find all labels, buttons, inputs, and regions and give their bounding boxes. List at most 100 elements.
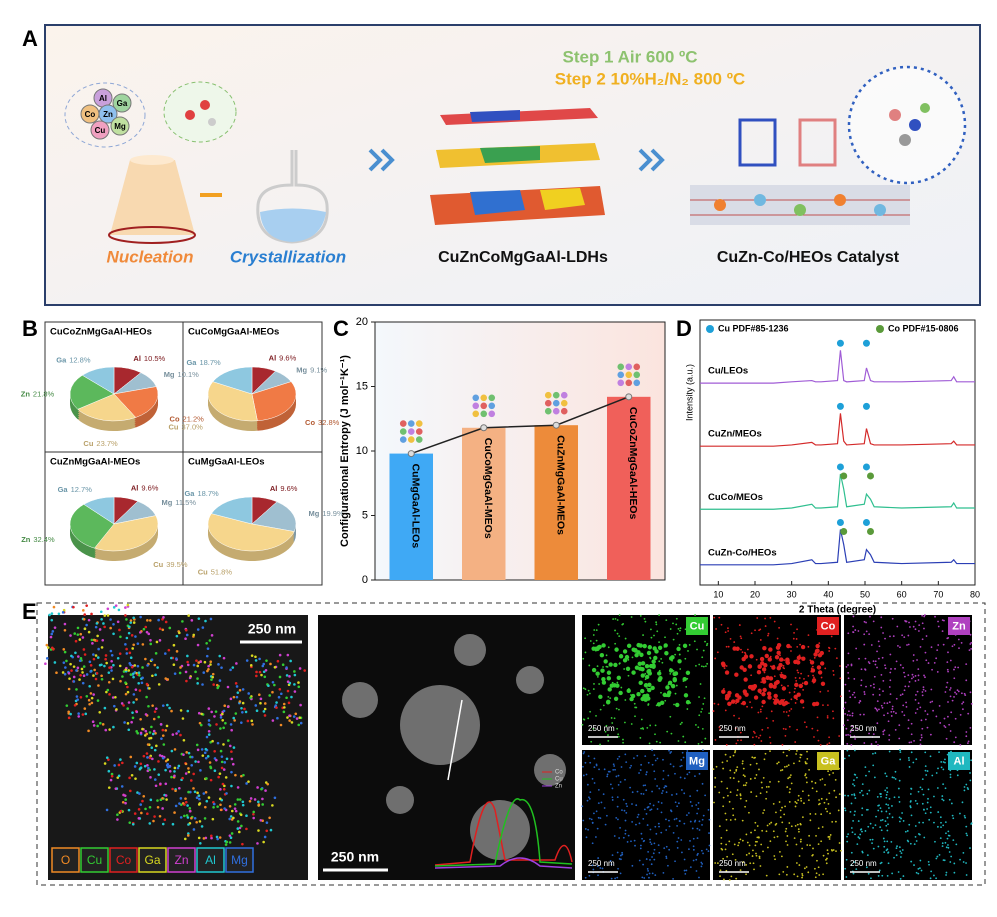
eds-dot bbox=[645, 789, 648, 792]
eds-dot bbox=[619, 872, 622, 875]
eds-dot bbox=[751, 855, 754, 857]
eds-dot bbox=[965, 874, 968, 876]
eds-dot bbox=[745, 864, 748, 866]
eds-dot bbox=[754, 629, 756, 632]
eds-dot bbox=[825, 862, 828, 865]
eds-dot bbox=[751, 756, 754, 759]
eds-dot bbox=[727, 701, 732, 707]
eds-dot bbox=[161, 728, 165, 732]
eds-dot bbox=[788, 822, 791, 824]
eds-dot bbox=[909, 842, 912, 845]
eds-dot bbox=[592, 634, 595, 636]
eds-dot bbox=[186, 660, 189, 664]
pie-value: 10.1% bbox=[178, 370, 200, 379]
eds-dot bbox=[195, 796, 199, 800]
eds-dot bbox=[271, 719, 275, 722]
eds-dot bbox=[156, 805, 160, 809]
eds-dot bbox=[884, 667, 887, 670]
eds-dot bbox=[790, 650, 792, 652]
atom-icon bbox=[415, 436, 423, 443]
eds-dot bbox=[877, 875, 880, 877]
eds-dot bbox=[665, 829, 668, 831]
eds-dot bbox=[84, 712, 88, 716]
eds-dot bbox=[790, 825, 793, 828]
eds-dot bbox=[767, 634, 769, 637]
eds-dot bbox=[51, 630, 55, 633]
eds-dot bbox=[912, 625, 915, 628]
eds-dot bbox=[104, 657, 107, 661]
eds-dot bbox=[239, 813, 243, 817]
eds-dot bbox=[192, 787, 195, 790]
eds-dot bbox=[586, 783, 589, 786]
eds-dot bbox=[916, 659, 918, 661]
x-axis-label: 2 Theta (degree) bbox=[799, 605, 876, 616]
pie-slice bbox=[94, 515, 159, 552]
eds-dot bbox=[801, 876, 803, 879]
x-tick-label: 10 bbox=[713, 589, 723, 599]
eds-dot bbox=[146, 619, 149, 622]
eds-dot bbox=[285, 666, 288, 669]
eds-dot bbox=[179, 666, 182, 669]
eds-dot bbox=[819, 661, 825, 666]
eds-dot bbox=[144, 729, 148, 733]
eds-dot bbox=[914, 620, 917, 623]
pie-label: Mg 10.1% bbox=[164, 370, 199, 379]
eds-dot bbox=[222, 743, 225, 746]
eds-dot bbox=[149, 638, 152, 642]
eds-dot bbox=[718, 726, 721, 729]
eds-dot bbox=[851, 693, 854, 696]
eds-dot bbox=[812, 674, 814, 677]
eds-dot bbox=[781, 806, 783, 809]
eds-dot bbox=[929, 877, 932, 880]
eds-dot bbox=[754, 821, 757, 824]
eds-dot bbox=[884, 664, 886, 667]
eds-dot bbox=[682, 643, 688, 649]
eds-dot bbox=[701, 656, 704, 659]
eds-dot bbox=[273, 796, 277, 800]
eds-dot bbox=[739, 793, 742, 796]
eds-dot bbox=[898, 816, 901, 819]
eds-dot bbox=[120, 702, 124, 705]
eds-dot bbox=[626, 643, 632, 649]
panel-label: A bbox=[22, 26, 38, 51]
eds-dot bbox=[220, 766, 224, 770]
eds-dot bbox=[843, 807, 846, 810]
eds-dot bbox=[173, 672, 177, 675]
eds-dot bbox=[150, 725, 153, 729]
eds-dot bbox=[248, 799, 252, 803]
eds-dot bbox=[637, 813, 640, 816]
eds-dot bbox=[701, 824, 703, 826]
x-tick-label: 40 bbox=[823, 589, 833, 599]
eds-dot bbox=[749, 701, 751, 703]
scale-label: 250 nm bbox=[588, 724, 615, 733]
eds-dot bbox=[98, 710, 102, 714]
eds-dot bbox=[732, 754, 735, 757]
eds-dot bbox=[770, 710, 773, 713]
eds-dot bbox=[917, 702, 920, 705]
eds-dot bbox=[820, 676, 823, 679]
eds-dot bbox=[720, 661, 726, 666]
eds-dot bbox=[924, 718, 927, 721]
eds-dot bbox=[895, 697, 898, 700]
eds-dot bbox=[204, 836, 208, 840]
eds-dot bbox=[82, 617, 86, 621]
eds-dot bbox=[772, 719, 775, 722]
eds-dot bbox=[801, 790, 804, 793]
eds-dot bbox=[901, 634, 904, 637]
eds-dot bbox=[868, 732, 870, 735]
eds-dot bbox=[129, 789, 132, 793]
eds-dot bbox=[209, 617, 213, 621]
eds-dot bbox=[846, 742, 849, 745]
pie-label: Zn 21.8% bbox=[21, 390, 55, 399]
eds-dot bbox=[723, 878, 725, 881]
eds-dot bbox=[643, 808, 646, 811]
eds-dot bbox=[125, 647, 128, 651]
eds-dot bbox=[798, 855, 801, 857]
eds-dot bbox=[826, 857, 828, 860]
eds-dot bbox=[661, 792, 663, 795]
eds-dot bbox=[202, 792, 206, 795]
eds-dot bbox=[936, 787, 939, 789]
eds-dot bbox=[742, 784, 745, 787]
pie-value: 9.6% bbox=[280, 484, 297, 493]
eds-dot bbox=[909, 806, 912, 809]
